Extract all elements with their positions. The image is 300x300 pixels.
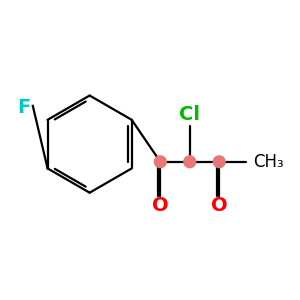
Text: CH₃: CH₃: [253, 153, 284, 171]
Circle shape: [184, 156, 196, 168]
Text: O: O: [152, 196, 169, 215]
Text: Cl: Cl: [179, 105, 200, 124]
Circle shape: [154, 156, 166, 168]
Circle shape: [213, 156, 225, 168]
Text: O: O: [211, 196, 227, 215]
Text: F: F: [17, 98, 31, 117]
